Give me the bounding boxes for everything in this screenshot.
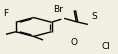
Text: O: O: [70, 38, 77, 47]
Text: Br: Br: [53, 5, 63, 14]
Text: S: S: [92, 12, 97, 21]
Text: Cl: Cl: [101, 42, 110, 51]
Text: F: F: [3, 9, 8, 18]
